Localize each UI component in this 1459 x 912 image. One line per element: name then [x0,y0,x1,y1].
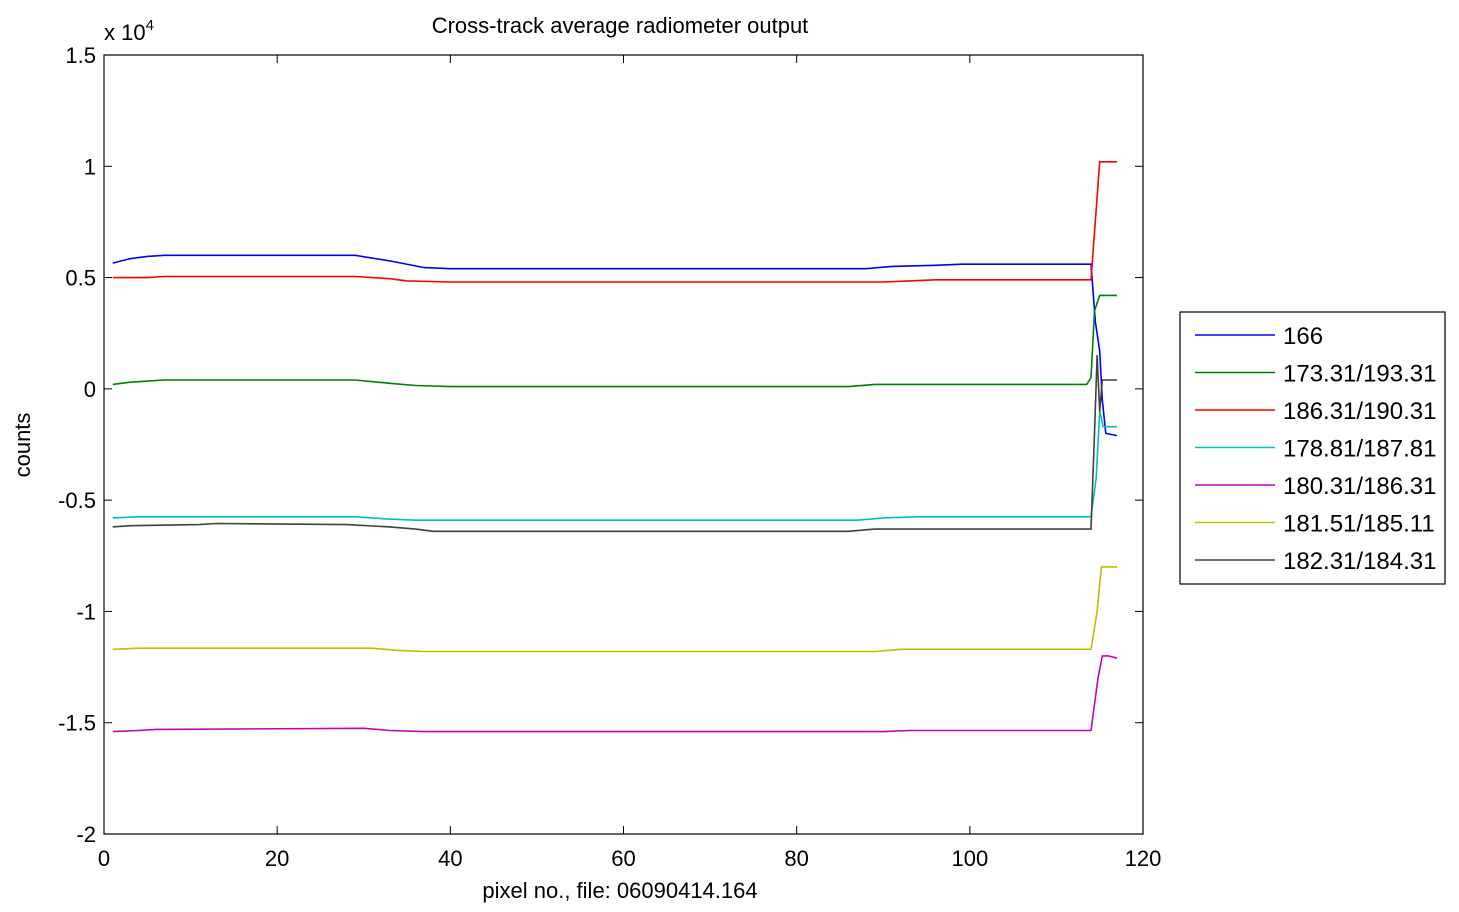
series-line-166 [112,254,1118,437]
y-tick-label: 1 [84,154,96,179]
legend-items: 166 173.31/193.31 186.31/190.31 178.81/187.… [1195,323,1436,575]
legend-entry-label: 178.81/187.81 [1283,436,1436,463]
y-tick-label: -2 [76,822,96,847]
x-tick-label: 80 [784,846,808,871]
legend: 166 173.31/193.31 186.31/190.31 178.81/187.… [1179,311,1446,585]
y-exponent-label: x 104 [104,17,154,45]
x-tick-label: 0 [98,846,110,871]
chart-title: Cross-track average radiometer output [432,13,809,38]
series-line-180-31-186-31 [112,655,1118,733]
y-tick-label: 0.5 [65,266,96,291]
series-line-186-31-190-31 [112,161,1117,283]
x-axis-label: pixel no., file: 06090414.164 [482,878,757,903]
legend-entry-label: 181.51/185.11 [1283,511,1435,538]
y-tick-label: -1.5 [58,711,96,736]
legend-entry-label: 186.31/190.31 [1283,398,1436,425]
y-axis-label: counts [10,413,35,478]
y-tick-label: -0.5 [58,488,96,513]
series-line-181-51-185-11 [112,566,1117,653]
x-tick-label: 60 [611,846,635,871]
series-line-178-81-187-81 [112,410,1117,522]
legend-entry-label: 166 [1283,323,1323,350]
x-tick-label: 100 [951,846,988,871]
x-tick-label: 40 [438,846,462,871]
legend-entry-label: 173.31/193.31 [1283,361,1436,388]
series-layer [112,161,1118,733]
y-tick-label: 0 [84,377,96,402]
y-tick-label: -1 [76,599,96,624]
x-tick-label: 120 [1125,846,1162,871]
legend-entry-label: 182.31/184.31 [1283,548,1436,575]
y-exponent-power: 4 [146,17,154,34]
legend-entry-label: 180.31/186.31 [1283,473,1436,500]
y-tick-label: 1.5 [65,43,96,68]
series-line-182-31-184-31 [112,354,1117,533]
y-exponent-base: x 10 [104,20,146,45]
ticks-layer: 0 20 40 60 80 100 120 1.5 1 0.5 0 -0.5 -1 -1.5 -2 [58,43,1161,871]
x-tick-label: 20 [265,846,289,871]
series-line-173-31-193-31 [112,294,1117,388]
